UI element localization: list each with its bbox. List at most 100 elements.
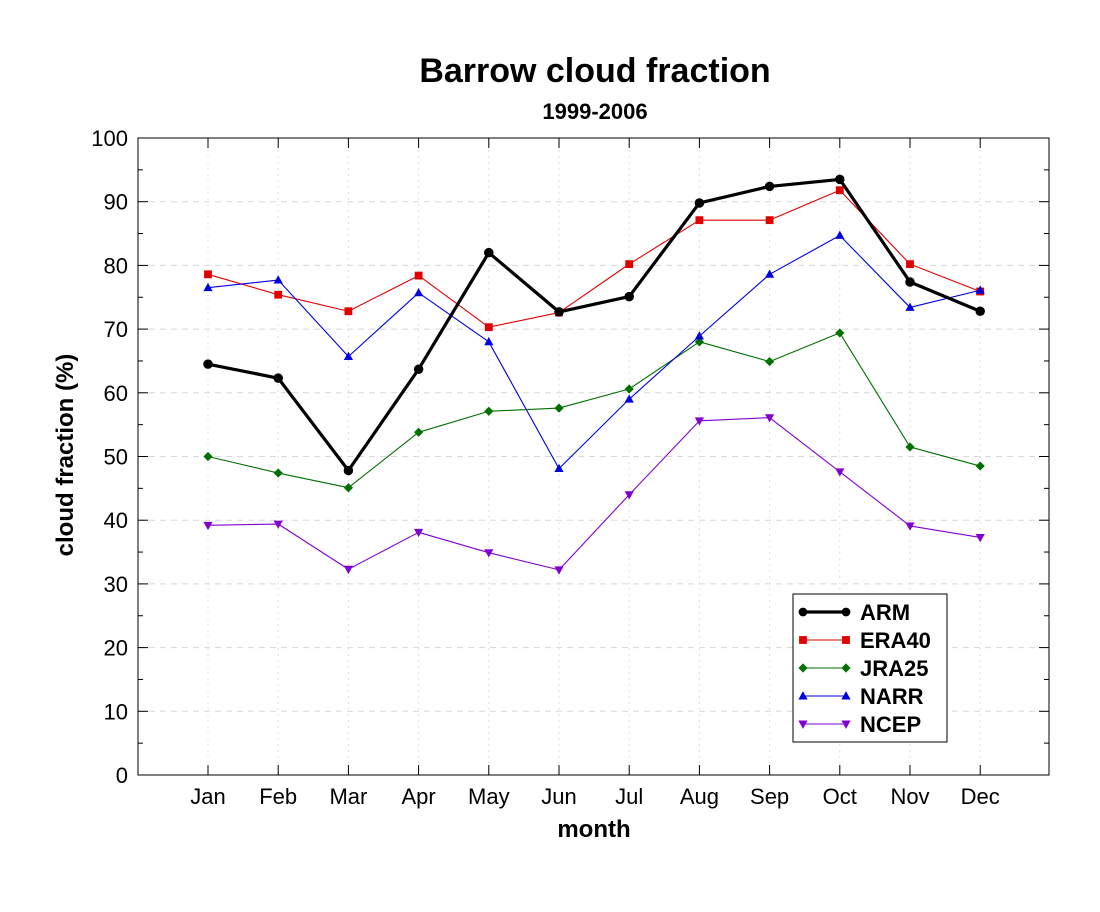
data-point-arm [273, 373, 283, 383]
data-point-narr [624, 394, 634, 403]
data-point-arm [905, 277, 915, 287]
data-point-arm [413, 364, 424, 374]
legend-marker-ncep [841, 720, 851, 729]
x-axis-label: month [557, 816, 630, 843]
x-tick-label: Sep [750, 784, 789, 809]
y-tick-label: 80 [104, 253, 128, 278]
y-tick-label: 40 [104, 508, 128, 533]
data-point-narr [905, 302, 915, 311]
data-point-ncep [554, 566, 564, 575]
series-ncep [203, 414, 985, 575]
data-point-ncep [414, 528, 424, 538]
legend-entry-era40: ERA40 [799, 628, 931, 653]
data-point-jra25 [975, 461, 985, 471]
x-tick-label: Apr [401, 784, 435, 809]
x-tick-label: Oct [823, 784, 857, 809]
series-narr [203, 230, 985, 473]
data-point-arm [203, 359, 213, 369]
data-point-ncep [905, 522, 915, 531]
legend-marker-era40 [842, 636, 850, 644]
series-line-narr [207, 234, 981, 470]
data-point-jra25 [484, 406, 494, 416]
legend-label-ncep: NCEP [860, 712, 921, 737]
data-point-era40 [765, 216, 774, 225]
data-point-jra25 [203, 451, 213, 462]
data-point-arm [343, 465, 354, 476]
legend-entry-narr: NARR [798, 684, 924, 709]
series-line-jra25 [207, 332, 981, 489]
y-tick-label: 90 [104, 190, 128, 215]
legend-label-narr: NARR [860, 684, 924, 709]
x-tick-label: Dec [961, 784, 1000, 809]
data-point-narr [694, 331, 704, 340]
series-line-era40 [207, 189, 981, 328]
data-point-era40 [695, 216, 704, 225]
data-point-jra25 [624, 384, 634, 394]
legend-marker-jra25 [841, 663, 851, 673]
legend-marker-arm [798, 607, 808, 617]
series-era40 [204, 186, 985, 332]
data-point-era40 [484, 323, 493, 332]
data-point-ncep [273, 520, 283, 529]
chart-title: Barrow cloud fraction [419, 52, 770, 90]
data-point-jra25 [835, 328, 845, 338]
legend-marker-narr [798, 691, 808, 700]
data-point-arm [624, 291, 634, 302]
legend-entry-ncep: NCEP [798, 712, 921, 737]
data-point-narr [343, 351, 353, 360]
data-point-era40 [906, 260, 914, 269]
data-point-jra25 [905, 442, 915, 452]
x-tick-label: May [468, 784, 510, 809]
data-point-arm [484, 247, 494, 258]
data-point-arm [554, 307, 564, 317]
data-point-narr [484, 337, 494, 346]
y-tick-label: 100 [91, 126, 128, 151]
data-point-ncep [343, 565, 353, 575]
legend-marker-jra25 [798, 663, 808, 673]
legend-label-jra25: JRA25 [860, 656, 928, 681]
legend-label-arm: ARM [860, 600, 910, 625]
data-point-jra25 [273, 468, 283, 478]
data-point-era40 [625, 260, 634, 269]
data-point-ncep [694, 417, 704, 426]
data-point-era40 [414, 271, 423, 280]
data-point-ncep [203, 521, 213, 531]
data-point-jra25 [414, 427, 424, 437]
data-point-jra25 [554, 403, 564, 413]
x-tick-label: Jan [190, 784, 225, 809]
series-jra25 [203, 328, 985, 493]
legend: ARM ERA40 JRA25 NARR NCEP [792, 593, 948, 743]
legend-marker-narr [841, 691, 851, 700]
y-tick-label: 10 [104, 699, 128, 724]
legend-marker-arm [841, 607, 851, 617]
series-layer [203, 174, 985, 575]
x-tick-label: Mar [329, 784, 367, 809]
legend-entry-jra25: JRA25 [798, 656, 928, 681]
x-tick-label: Aug [680, 784, 719, 809]
data-point-narr [835, 230, 845, 239]
data-point-jra25 [694, 337, 704, 347]
chart-subtitle: 1999-2006 [542, 99, 647, 124]
data-point-era40 [204, 270, 212, 279]
legend-label-era40: ERA40 [860, 628, 931, 653]
x-tick-label: Jul [615, 784, 643, 809]
data-point-jra25 [765, 356, 775, 367]
data-point-narr [414, 287, 424, 297]
y-tick-label: 0 [116, 763, 128, 788]
data-point-arm [975, 306, 985, 317]
y-tick-label: 20 [104, 636, 128, 661]
x-tick-label: Nov [890, 784, 929, 809]
data-point-narr [975, 285, 985, 294]
y-tick-label: 50 [104, 445, 128, 470]
y-tick-label: 30 [104, 572, 128, 597]
series-line-arm [207, 177, 981, 473]
data-point-narr [765, 269, 775, 278]
data-point-era40 [835, 186, 844, 195]
data-point-arm [835, 174, 845, 185]
series-arm [203, 174, 985, 476]
data-point-era40 [344, 307, 353, 316]
data-point-ncep [975, 533, 985, 543]
plot-frame [137, 137, 1050, 776]
